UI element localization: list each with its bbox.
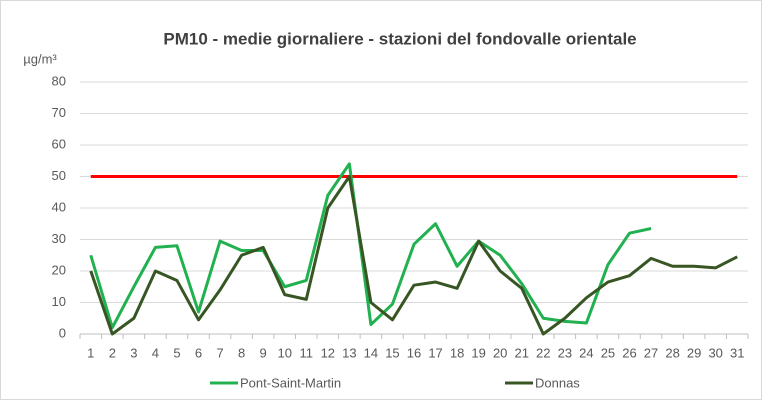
y-tick-label: 0 xyxy=(59,325,66,340)
legend-label: Donnas xyxy=(535,375,580,390)
x-tick-label: 28 xyxy=(665,345,679,360)
x-tick-label: 17 xyxy=(428,345,442,360)
x-tick-label: 5 xyxy=(173,345,180,360)
y-tick-label: 10 xyxy=(52,294,66,309)
x-tick-label: 30 xyxy=(708,345,722,360)
y-axis-label: µg/m³ xyxy=(23,51,57,66)
y-tick-label: 80 xyxy=(52,73,66,88)
y-tick-label: 70 xyxy=(52,105,66,120)
x-tick-label: 16 xyxy=(407,345,421,360)
x-tick-label: 31 xyxy=(730,345,744,360)
x-tick-label: 13 xyxy=(342,345,356,360)
x-tick-label: 9 xyxy=(260,345,267,360)
x-tick-label: 11 xyxy=(300,345,314,360)
x-tick-label: 29 xyxy=(687,345,701,360)
x-tick-label: 4 xyxy=(152,345,159,360)
x-tick-label: 18 xyxy=(450,345,464,360)
series-line xyxy=(89,175,738,336)
y-tick-label: 60 xyxy=(52,136,66,151)
chart-title: PM10 - medie giornaliere - stazioni del … xyxy=(163,29,636,48)
x-tick-label: 23 xyxy=(558,345,572,360)
legend-label: Pont-Saint-Martin xyxy=(240,375,341,390)
x-tick-label: 27 xyxy=(644,345,658,360)
x-tick-label: 8 xyxy=(238,345,245,360)
x-tick-label: 21 xyxy=(515,345,529,360)
x-tick-label: 26 xyxy=(622,345,636,360)
y-tick-label: 30 xyxy=(52,231,66,246)
series-line xyxy=(89,162,652,330)
x-tick-label: 24 xyxy=(579,345,593,360)
y-tick-label: 50 xyxy=(52,168,66,183)
x-tick-label: 7 xyxy=(216,345,223,360)
x-tick-label: 19 xyxy=(471,345,485,360)
x-tick-label: 6 xyxy=(195,345,202,360)
x-tick-label: 25 xyxy=(601,345,615,360)
x-tick-label: 14 xyxy=(364,345,378,360)
x-tick-label: 3 xyxy=(130,345,137,360)
x-tick-label: 2 xyxy=(109,345,116,360)
y-tick-label: 20 xyxy=(52,262,66,277)
x-tick-label: 1 xyxy=(87,345,94,360)
x-tick-label: 12 xyxy=(321,345,335,360)
x-tick-label: 15 xyxy=(385,345,399,360)
x-tick-label: 22 xyxy=(536,345,550,360)
x-tick-label: 20 xyxy=(493,345,507,360)
x-tick-label: 10 xyxy=(277,345,291,360)
y-tick-label: 40 xyxy=(52,199,66,214)
